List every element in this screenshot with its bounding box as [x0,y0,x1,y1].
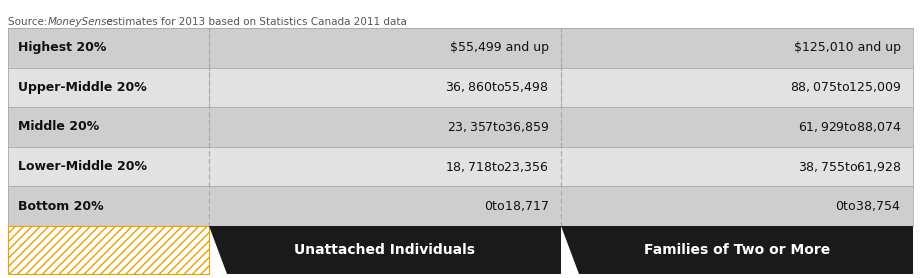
Text: $36,860 to $55,498: $36,860 to $55,498 [446,80,549,95]
Bar [8,226,209,274]
Bar [8,147,913,187]
Text: Unattached Individuals: Unattached Individuals [295,243,475,257]
Text: $55,499 and up: $55,499 and up [450,41,549,54]
Text: Source:: Source: [8,17,51,27]
Text: Families of Two or More: Families of Two or More [644,243,830,257]
Text: $61,929 to $88,074: $61,929 to $88,074 [798,120,901,134]
Bar [8,226,209,274]
Bar [8,68,913,107]
Text: $18,718 to $23,356: $18,718 to $23,356 [446,160,549,173]
Text: estimates for 2013 based on Statistics Canada 2011 data: estimates for 2013 based on Statistics C… [103,17,407,27]
Polygon shape [209,226,561,274]
Text: Lower-Middle 20%: Lower-Middle 20% [18,160,147,173]
Text: $0 to $18,717: $0 to $18,717 [484,199,549,213]
Text: $0 to $38,754: $0 to $38,754 [835,199,901,213]
Text: $88,075 to $125,009: $88,075 to $125,009 [789,80,901,95]
Text: $38,755 to $61,928: $38,755 to $61,928 [798,160,901,173]
Text: Middle 20%: Middle 20% [18,120,99,133]
Text: MoneySense: MoneySense [48,17,114,27]
Bar [8,28,913,68]
Text: Upper-Middle 20%: Upper-Middle 20% [18,81,146,94]
Bar [8,187,913,226]
Text: $23,357 to $36,859: $23,357 to $36,859 [447,120,549,134]
Polygon shape [561,226,913,274]
Text: Bottom 20%: Bottom 20% [18,200,104,213]
Text: $125,010 and up: $125,010 and up [794,41,901,54]
Bar [8,107,913,147]
Text: Highest 20%: Highest 20% [18,41,106,54]
